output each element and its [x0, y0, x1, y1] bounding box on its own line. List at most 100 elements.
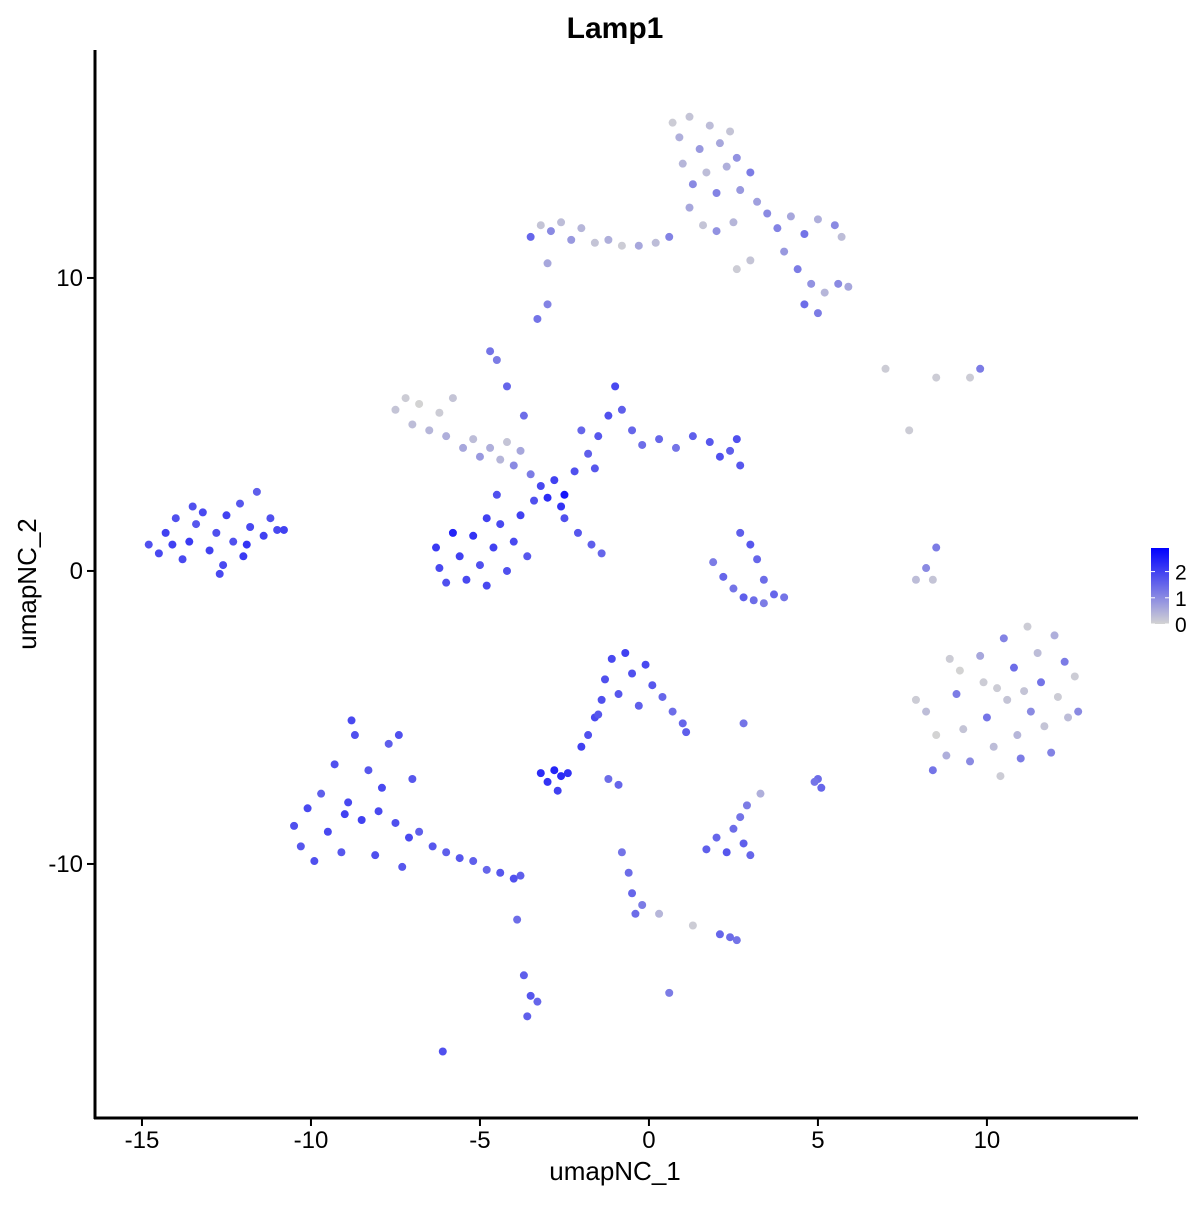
point [557, 772, 566, 781]
point [1003, 695, 1012, 704]
point [543, 777, 552, 786]
point [1047, 748, 1056, 757]
point [617, 848, 626, 857]
point [192, 520, 201, 529]
point [408, 774, 417, 783]
point [469, 435, 478, 444]
point [729, 218, 738, 227]
point [144, 540, 153, 549]
x-tick-label: 10 [974, 1127, 1001, 1154]
point [509, 537, 518, 546]
point [820, 288, 829, 297]
point [235, 499, 244, 508]
point [955, 666, 964, 675]
point [976, 651, 985, 660]
point [705, 438, 714, 447]
point [780, 593, 789, 602]
point [303, 804, 312, 813]
point [614, 780, 623, 789]
point [769, 590, 778, 599]
point [533, 314, 542, 323]
point [502, 382, 511, 391]
point [942, 751, 951, 760]
point [732, 936, 741, 945]
point [584, 731, 593, 740]
point [682, 728, 691, 737]
x-tick-label: -10 [294, 1127, 329, 1154]
point [310, 857, 319, 866]
point [560, 514, 569, 523]
point [401, 394, 410, 403]
point [617, 405, 626, 414]
point [222, 511, 231, 520]
point [655, 435, 664, 444]
point [989, 742, 998, 751]
point [756, 789, 765, 798]
point [502, 566, 511, 575]
point [695, 145, 704, 154]
point [844, 282, 853, 291]
point [726, 933, 735, 942]
point [550, 476, 559, 485]
point [482, 514, 491, 523]
point [1033, 649, 1042, 658]
point [736, 813, 745, 822]
point [442, 578, 451, 587]
point [800, 230, 809, 239]
point [712, 188, 721, 197]
y-tick-label: 10 [56, 265, 83, 292]
point [1050, 631, 1059, 640]
point [448, 528, 457, 537]
point [722, 162, 731, 171]
point [557, 218, 566, 227]
point [905, 426, 914, 435]
point [979, 678, 988, 687]
point [384, 739, 393, 748]
point [219, 561, 228, 570]
point [590, 238, 599, 247]
point [688, 921, 697, 930]
point [617, 241, 626, 250]
point [536, 481, 545, 490]
point [759, 599, 768, 608]
point [516, 446, 525, 455]
point [526, 232, 535, 241]
point [432, 543, 441, 552]
point [685, 112, 694, 121]
point [533, 997, 542, 1006]
point [546, 227, 555, 236]
point [607, 654, 616, 663]
point [739, 719, 748, 728]
point [813, 215, 822, 224]
point [881, 364, 890, 373]
point [455, 552, 464, 561]
point [726, 446, 735, 455]
x-tick-label: -15 [125, 1127, 160, 1154]
point [185, 537, 194, 546]
point [601, 675, 610, 684]
point [357, 816, 366, 825]
point [712, 227, 721, 236]
point [212, 528, 221, 537]
point [391, 818, 400, 827]
point [469, 531, 478, 540]
point [742, 801, 751, 810]
point [215, 569, 224, 578]
point [482, 581, 491, 590]
point [638, 900, 647, 909]
point [911, 695, 920, 704]
point [932, 373, 941, 382]
point [530, 496, 539, 505]
point [330, 760, 339, 769]
point [398, 862, 407, 871]
point [229, 537, 238, 546]
point [597, 549, 606, 558]
point [597, 695, 606, 704]
point [753, 197, 762, 206]
point [171, 514, 180, 523]
point [709, 558, 718, 567]
point [584, 449, 593, 458]
point [634, 701, 643, 710]
point [553, 786, 562, 795]
point [959, 725, 968, 734]
